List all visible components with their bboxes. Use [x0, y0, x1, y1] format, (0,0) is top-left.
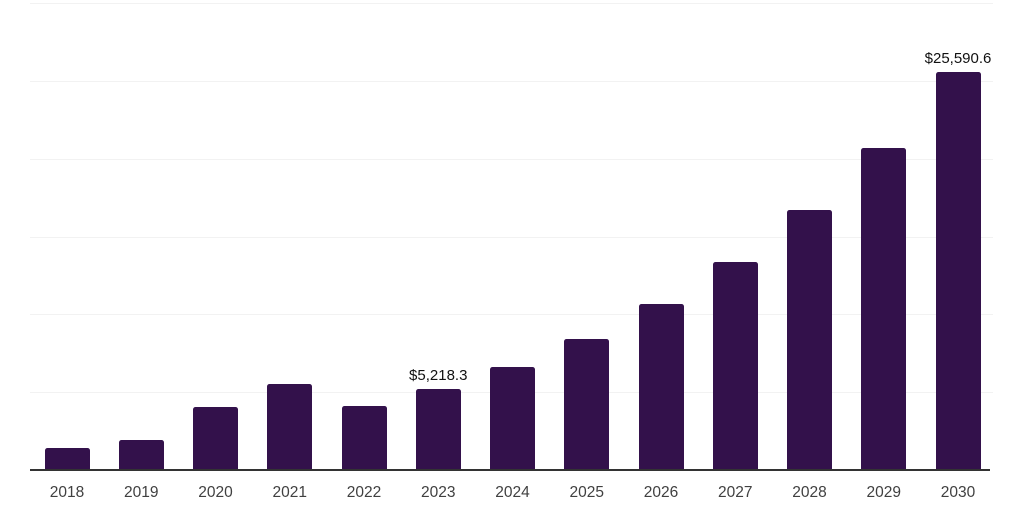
- x-tick-label-2022: 2022: [346, 484, 382, 501]
- bar-2025: [564, 338, 610, 469]
- bar-2027: [712, 262, 758, 469]
- x-tick-label-2029: 2029: [866, 484, 901, 501]
- bar-2023: [415, 388, 461, 469]
- x-tick-label-2023: 2023: [421, 484, 456, 501]
- bar-2026: [638, 304, 684, 469]
- x-tick-label-2025: 2025: [569, 484, 604, 501]
- bar-2024: [490, 367, 535, 469]
- x-tick-label-2021: 2021: [272, 484, 307, 501]
- gridline-20000: [30, 159, 993, 160]
- x-tick-label-2026: 2026: [643, 484, 679, 501]
- bar-2020: [193, 406, 238, 469]
- x-tick-label-2027: 2027: [718, 484, 753, 501]
- bar-2029: [861, 147, 907, 469]
- gridline-25000: [30, 81, 993, 82]
- bar-2030: [935, 71, 981, 469]
- x-tick-label-2030: 2030: [940, 484, 976, 501]
- x-tick-label-2020: 2020: [198, 484, 233, 501]
- gridline-15000: [30, 237, 993, 238]
- x-tick-label-2019: 2019: [124, 484, 159, 501]
- bar-2028: [787, 210, 832, 469]
- bar-2018: [44, 448, 90, 469]
- bar-2021: [267, 383, 313, 469]
- data-label-2030: $25,590.6: [924, 49, 992, 67]
- x-tick-label-2018: 2018: [49, 484, 85, 501]
- bar-2022: [341, 406, 387, 469]
- gridline-30000: [30, 3, 993, 4]
- x-tick-label-2028: 2028: [792, 484, 827, 501]
- gridline-10000: [30, 314, 993, 315]
- x-tick-label-2024: 2024: [495, 484, 530, 501]
- data-label-2023: $5,218.3: [409, 366, 468, 384]
- bar-2019: [118, 439, 164, 469]
- x-axis-line: [30, 469, 990, 471]
